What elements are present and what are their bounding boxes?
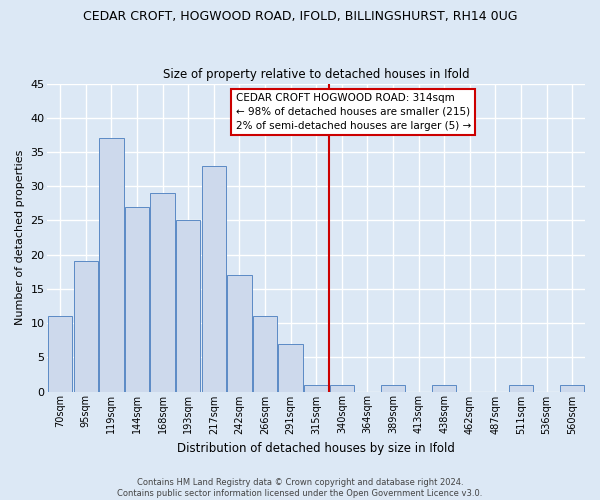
Text: Contains HM Land Registry data © Crown copyright and database right 2024.
Contai: Contains HM Land Registry data © Crown c… <box>118 478 482 498</box>
Title: Size of property relative to detached houses in Ifold: Size of property relative to detached ho… <box>163 68 470 81</box>
Bar <box>176 220 200 392</box>
Bar <box>304 384 328 392</box>
Bar <box>74 262 98 392</box>
Bar <box>560 384 584 392</box>
Bar <box>329 384 354 392</box>
Bar <box>278 344 303 392</box>
Bar <box>151 193 175 392</box>
Bar <box>48 316 73 392</box>
Bar <box>99 138 124 392</box>
Text: CEDAR CROFT, HOGWOOD ROAD, IFOLD, BILLINGSHURST, RH14 0UG: CEDAR CROFT, HOGWOOD ROAD, IFOLD, BILLIN… <box>83 10 517 23</box>
Bar <box>227 275 251 392</box>
Y-axis label: Number of detached properties: Number of detached properties <box>15 150 25 325</box>
Bar <box>253 316 277 392</box>
Bar <box>509 384 533 392</box>
Bar <box>381 384 405 392</box>
Text: CEDAR CROFT HOGWOOD ROAD: 314sqm
← 98% of detached houses are smaller (215)
2% o: CEDAR CROFT HOGWOOD ROAD: 314sqm ← 98% o… <box>236 93 471 131</box>
X-axis label: Distribution of detached houses by size in Ifold: Distribution of detached houses by size … <box>177 442 455 455</box>
Bar <box>125 206 149 392</box>
Bar <box>432 384 457 392</box>
Bar <box>202 166 226 392</box>
